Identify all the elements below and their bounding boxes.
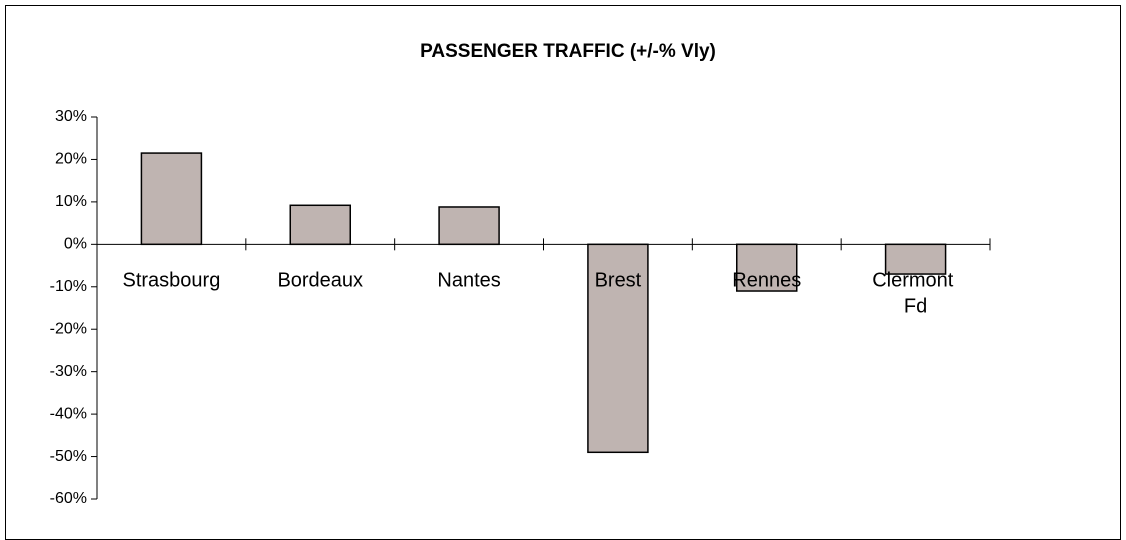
x-tick-label: Rennes xyxy=(732,270,801,292)
y-tick-label: -50% xyxy=(50,448,87,465)
y-tick-label: 10% xyxy=(55,193,87,210)
bar xyxy=(884,243,947,275)
y-tick-label: -20% xyxy=(50,320,87,337)
x-tick-label: Brest xyxy=(595,270,642,292)
bar xyxy=(438,206,500,246)
y-tick-label: 20% xyxy=(55,151,87,168)
bar xyxy=(587,243,649,454)
x-tick-label: Strasbourg xyxy=(122,270,220,292)
bar xyxy=(140,152,203,246)
bar xyxy=(289,204,351,246)
x-tick-label: Nantes xyxy=(437,270,500,292)
y-tick-label: 30% xyxy=(55,108,87,125)
chart-title: PASSENGER TRAFFIC (+/-% Vly) xyxy=(420,41,716,62)
x-tick-label: Clermont Fd xyxy=(872,270,959,318)
y-tick-label: -30% xyxy=(50,363,87,380)
y-tick-label: -60% xyxy=(50,490,87,507)
x-tick-label: Bordeaux xyxy=(277,270,363,292)
y-tick-label: -10% xyxy=(50,278,87,295)
y-tick-label: -40% xyxy=(50,405,87,422)
y-tick-label: 0% xyxy=(64,236,87,253)
bar xyxy=(736,243,798,292)
